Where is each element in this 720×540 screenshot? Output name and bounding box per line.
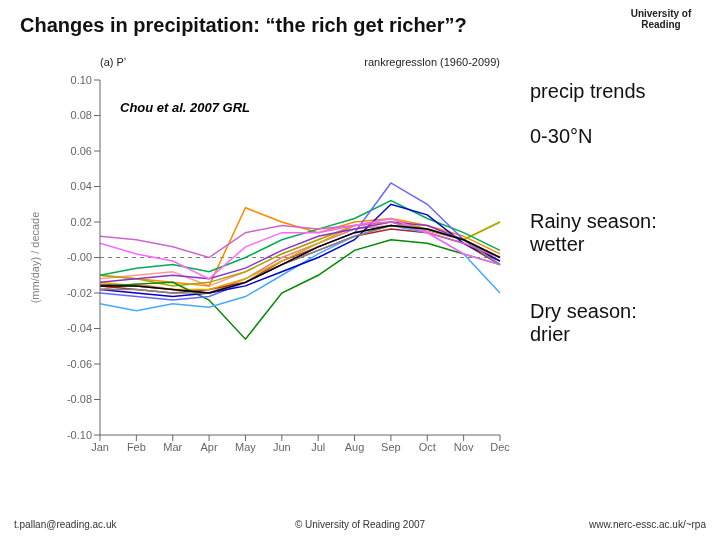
svg-text:-0.02: -0.02 bbox=[67, 287, 92, 299]
html-text:University of Reading: University of Reading bbox=[630, 8, 692, 30]
svg-text:Dec: Dec bbox=[490, 441, 510, 453]
svg-text:Aug: Aug bbox=[345, 441, 365, 453]
html-text:www.nerc-essc.ac.uk/~rpa: www.nerc-essc.ac.uk/~rpa bbox=[589, 519, 706, 530]
svg-text:May: May bbox=[235, 441, 256, 453]
html-text:Changes in precipitation: “the: Changes in precipitation: “the rich get … bbox=[20, 14, 467, 36]
html-text:Rainy season: wetter: Rainy season: wetter bbox=[530, 210, 657, 255]
svg-text:0.02: 0.02 bbox=[71, 216, 92, 228]
svg-text:Oct: Oct bbox=[419, 441, 436, 453]
html-text:© University of Reading 2007: © University of Reading 2007 bbox=[294, 519, 426, 530]
html-text:rankregresslon (1960-2099): rankregresslon (1960-2099) bbox=[364, 56, 500, 68]
html-text:t.pallan@reading.ac.uk: t.pallan@reading.ac.uk bbox=[14, 519, 117, 530]
html-text:0-30°N: 0-30°N bbox=[530, 125, 593, 147]
svg-text:Mar: Mar bbox=[163, 441, 182, 453]
html-text:(a) P’: (a) P’ bbox=[100, 56, 127, 68]
svg-text:Jun: Jun bbox=[273, 441, 291, 453]
svg-text:0.08: 0.08 bbox=[71, 109, 92, 121]
svg-text:(mm/day) / decade: (mm/day) / decade bbox=[29, 212, 41, 304]
svg-text:Apr: Apr bbox=[201, 441, 218, 453]
svg-text:-0.04: -0.04 bbox=[67, 322, 92, 334]
html-text:precip trends: precip trends bbox=[530, 80, 646, 102]
svg-text:Sep: Sep bbox=[381, 441, 401, 453]
html-text:Chou et al. 2007 GRL: Chou et al. 2007 GRL bbox=[120, 100, 250, 115]
svg-text:-0.08: -0.08 bbox=[67, 393, 92, 405]
svg-text:Jul: Jul bbox=[311, 441, 325, 453]
svg-text:Jan: Jan bbox=[91, 441, 109, 453]
svg-text:Feb: Feb bbox=[127, 441, 146, 453]
svg-text:-0.00: -0.00 bbox=[67, 251, 92, 263]
svg-text:-0.06: -0.06 bbox=[67, 358, 92, 370]
svg-text:0.06: 0.06 bbox=[71, 145, 92, 157]
svg-text:Nov: Nov bbox=[454, 441, 474, 453]
svg-text:0.10: 0.10 bbox=[71, 74, 92, 86]
svg-text:0.04: 0.04 bbox=[71, 180, 92, 192]
svg-text:-0.10: -0.10 bbox=[67, 429, 92, 441]
html-text:Dry season: drier: Dry season: drier bbox=[530, 300, 637, 345]
